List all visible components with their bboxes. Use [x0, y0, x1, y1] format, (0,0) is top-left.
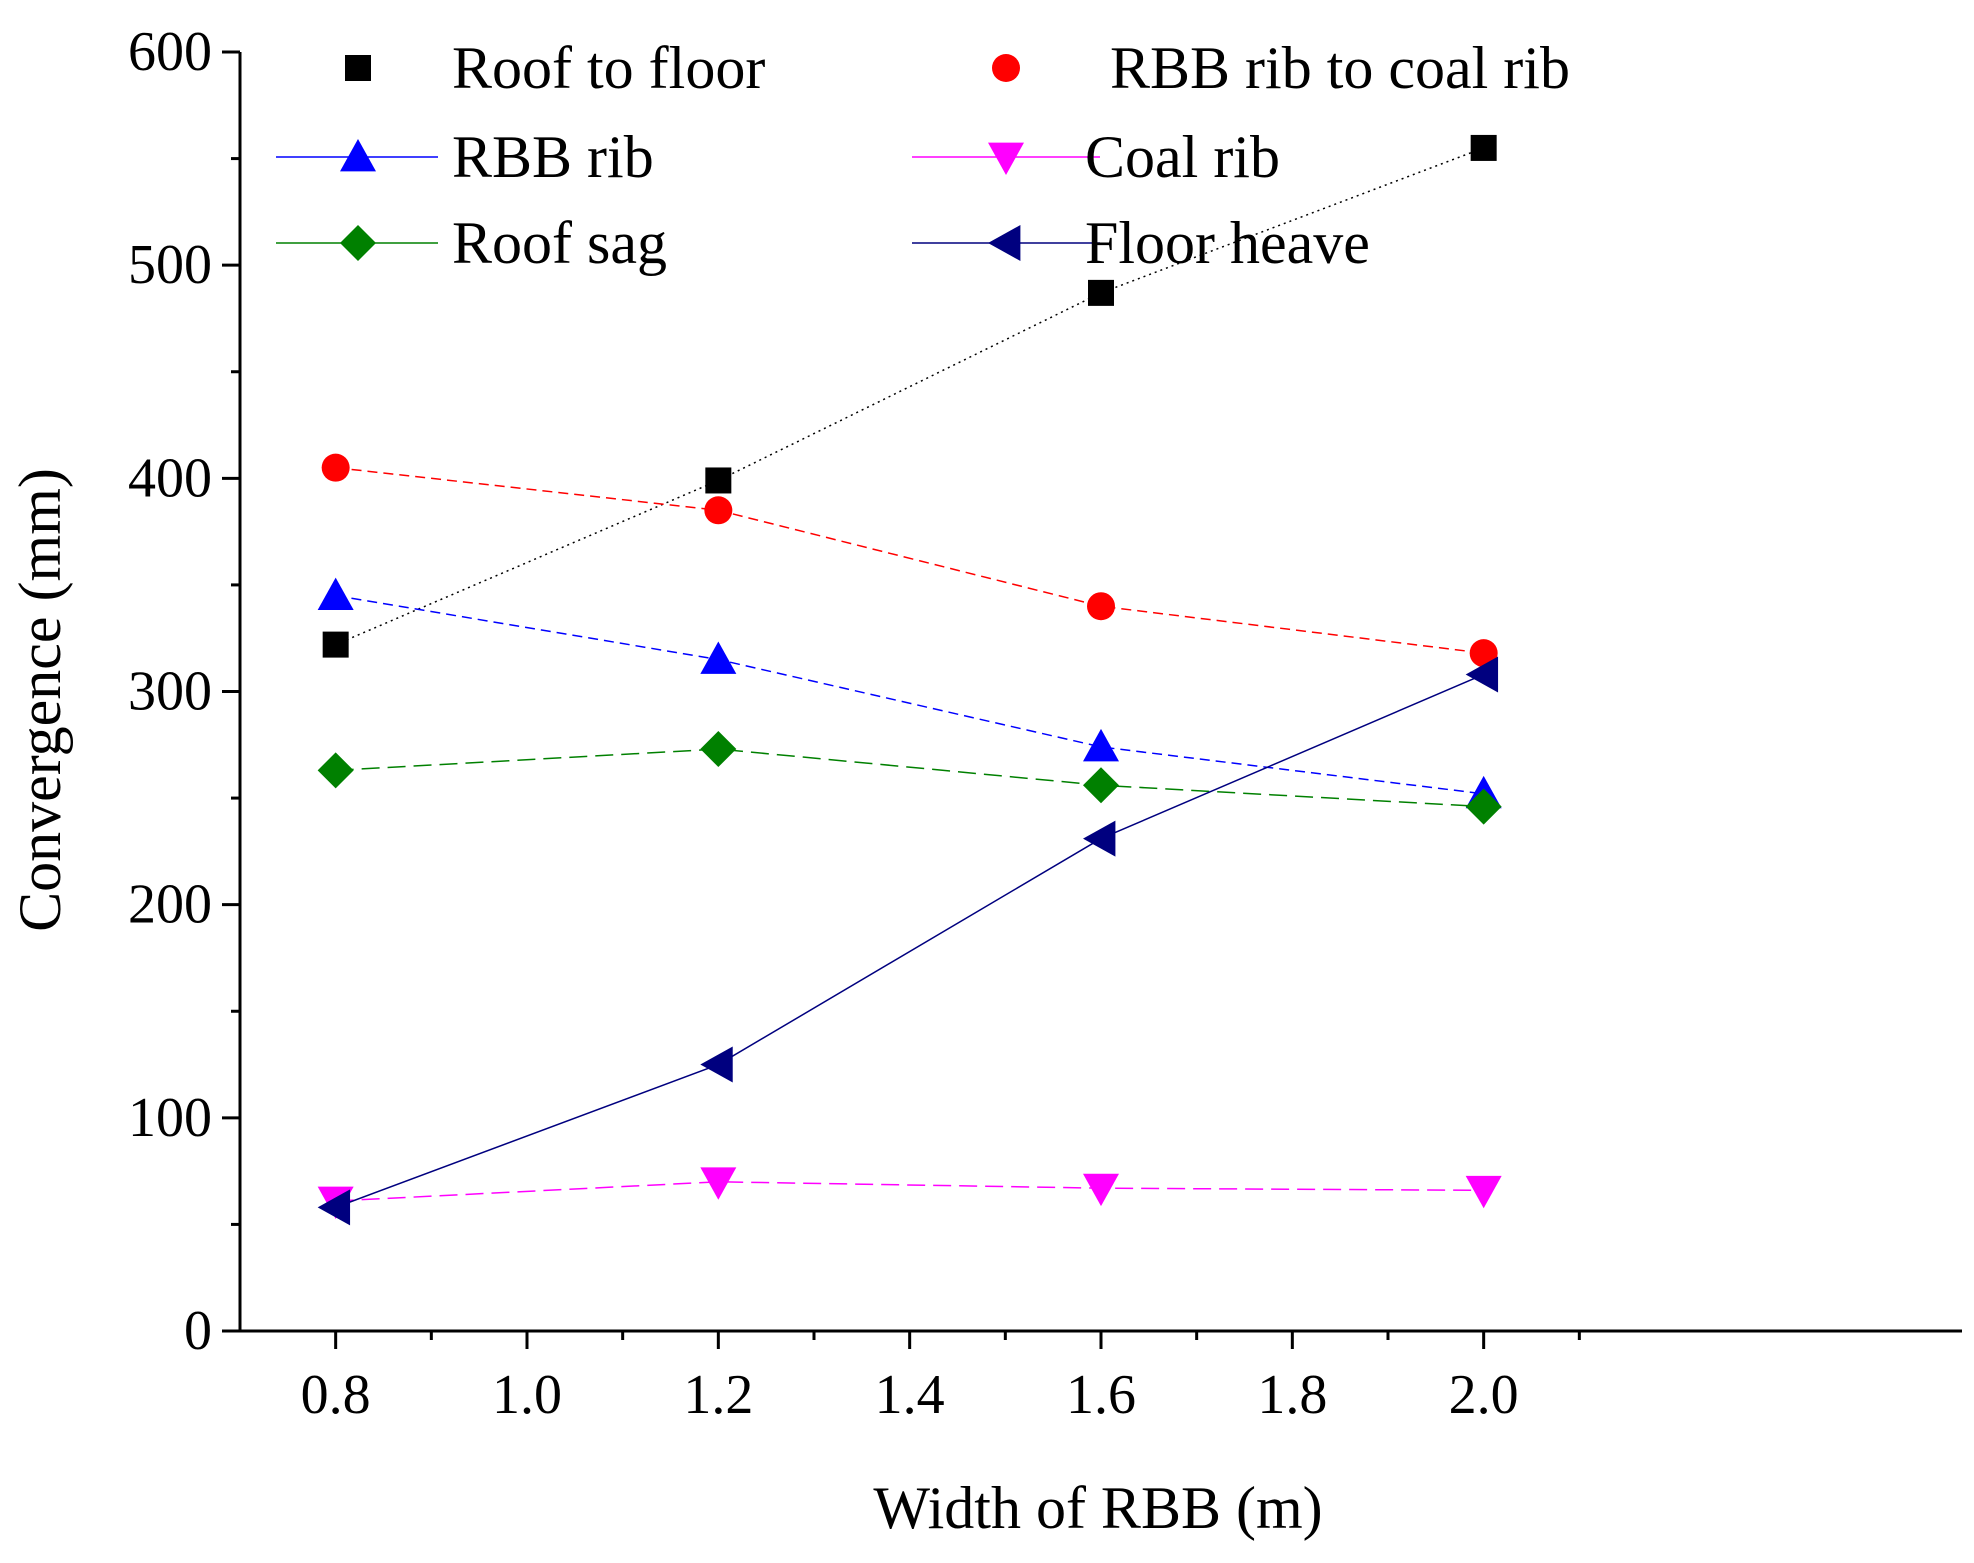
- legend-label-roof-to-floor: Roof to floor: [452, 35, 765, 101]
- data-point-rbb-rib: [700, 641, 737, 674]
- series-line-rbb-rib: [335, 594, 1484, 795]
- legend-label-rbb-rib-to-coal-rib: RBB rib to coal rib: [1110, 35, 1570, 101]
- series-line-rbb-rib-to-coal-rib: [335, 466, 1484, 654]
- data-point-rbb-rib: [317, 577, 354, 610]
- legend-label-floor-heave: Floor heave: [1085, 210, 1370, 276]
- y-tick-label: 500: [128, 234, 212, 296]
- x-tick-label: 0.8: [301, 1364, 371, 1426]
- y-axis-title: Convergence (mm): [7, 468, 73, 932]
- data-point-rbb-rib-to-coal-rib: [1469, 639, 1498, 668]
- legend: Roof to floor RBB rib to coal rib RBB rib C…: [276, 35, 1570, 276]
- legend-label-rbb-rib: RBB rib: [452, 124, 654, 190]
- data-point-coal-rib: [1465, 1175, 1502, 1209]
- series-line-floor-heave: [335, 673, 1484, 1209]
- data-point-roof-sag: [317, 752, 354, 789]
- series-line-coal-rib: [335, 1181, 1484, 1202]
- data-point-rbb-rib-to-coal-rib: [1087, 592, 1115, 621]
- x-tick-label: 1.8: [1257, 1364, 1327, 1426]
- series-line-roof-sag: [335, 748, 1484, 808]
- data-point-roof-sag: [700, 731, 737, 768]
- legend-label-coal-rib: Coal rib: [1085, 124, 1280, 190]
- x-tick-label: 2.0: [1449, 1364, 1519, 1426]
- data-point-floor-heave: [317, 1189, 351, 1226]
- y-tick-label: 600: [128, 21, 212, 83]
- legend-label-roof-sag: Roof sag: [452, 210, 667, 276]
- y-tick-label: 400: [128, 447, 212, 509]
- data-point-roof-sag: [1083, 767, 1119, 804]
- x-tick-label: 1.6: [1066, 1364, 1136, 1426]
- legend-marker-rbb-rib: [340, 139, 376, 172]
- legend-marker-rbb-rib-to-coal-rib: [992, 54, 1020, 82]
- data-point-coal-rib: [1083, 1173, 1119, 1207]
- y-tick-label: 300: [128, 661, 212, 723]
- y-tick-label: 0: [184, 1300, 212, 1362]
- data-point-floor-heave: [1083, 820, 1116, 857]
- data-point-floor-heave: [700, 1046, 733, 1083]
- data-point-roof-to-floor: [1470, 134, 1497, 161]
- data-point-rbb-rib: [1083, 728, 1119, 762]
- y-tick-label: 200: [128, 874, 212, 936]
- legend-marker-roof-to-floor: [345, 55, 371, 81]
- x-axis-title: Width of RBB (m): [873, 1475, 1322, 1541]
- data-point-roof-to-floor: [1088, 279, 1114, 306]
- series-lines: [335, 147, 1484, 1209]
- x-ticks: 0.8 1.0 1.2 1.4 1.6 1.8 2.0: [301, 1331, 1581, 1426]
- legend-marker-roof-sag: [340, 225, 376, 261]
- data-point-rbb-rib-to-coal-rib: [321, 453, 350, 482]
- x-tick-label: 1.4: [875, 1364, 945, 1426]
- x-tick-label: 1.0: [492, 1364, 562, 1426]
- data-point-coal-rib: [700, 1167, 737, 1200]
- legend-marker-coal-rib: [988, 142, 1024, 175]
- data-point-roof-sag: [1465, 788, 1502, 825]
- y-tick-label: 100: [128, 1087, 212, 1149]
- data-point-roof-to-floor: [322, 631, 349, 658]
- series-markers: [317, 134, 1502, 1226]
- y-ticks: 0 100 200 300 400 500 600: [128, 21, 240, 1362]
- data-point-roof-to-floor: [705, 467, 732, 494]
- x-tick-label: 1.2: [683, 1364, 753, 1426]
- data-point-floor-heave: [1465, 656, 1499, 693]
- legend-marker-floor-heave: [988, 225, 1021, 261]
- data-point-rbb-rib-to-coal-rib: [704, 496, 733, 525]
